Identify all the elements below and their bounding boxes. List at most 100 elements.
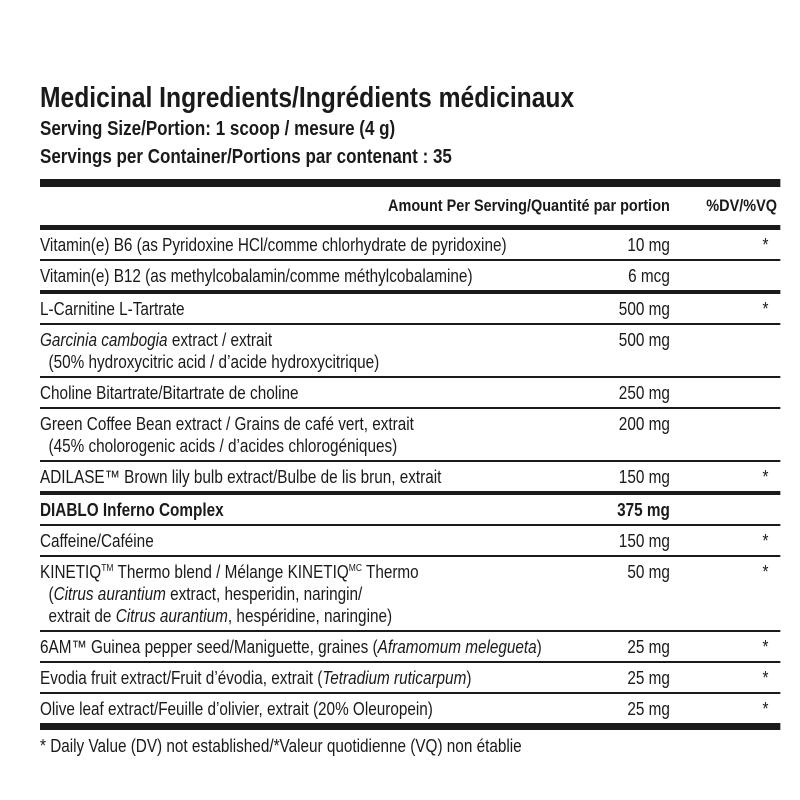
table-row: DIABLO Inferno Complex 375 mg xyxy=(40,495,781,526)
amount-per-serving: 150 mg xyxy=(618,467,670,487)
divider-heavy xyxy=(40,179,781,187)
ingredient-text: Thermo xyxy=(362,562,419,582)
ingredient-list: Vitamin(e) B6 (as Pyridoxine HCl/comme c… xyxy=(40,230,781,730)
amount-per-serving: 250 mg xyxy=(618,383,670,403)
panel-title: Medicinal Ingredients/Ingrédients médici… xyxy=(40,82,575,114)
ingredient-name-line: Garcinia cambogia extract / extrait xyxy=(40,329,584,351)
ingredient-text: L-Carnitine L-Tartrate xyxy=(40,299,185,319)
table-header: Amount Per Serving/Quantité par portion … xyxy=(40,187,780,225)
daily-value: * xyxy=(762,699,769,719)
daily-value: * xyxy=(762,637,769,657)
table-row: Garcinia cambogia extract / extrait (50% … xyxy=(40,325,781,378)
ingredient-text: ( xyxy=(48,584,54,604)
ingredient-text: Thermo blend / Mélange KINETIQ xyxy=(113,562,349,582)
amount-per-serving: 150 mg xyxy=(618,531,670,551)
table-row: Evodia fruit extract/Fruit d’évodia, ext… xyxy=(40,663,781,694)
footnote: * Daily Value (DV) not established/*Vale… xyxy=(40,736,522,756)
ingredient-name: Evodia fruit extract/Fruit d’évodia, ext… xyxy=(40,667,584,689)
trademark-superscript: MC xyxy=(348,563,363,574)
table-row: Vitamin(e) B12 (as methylcobalamin/comme… xyxy=(40,261,781,294)
amount-per-serving: 25 mg xyxy=(627,668,670,688)
daily-value xyxy=(670,329,781,373)
medicinal-ingredients-panel: Medicinal Ingredients/Ingrédients médici… xyxy=(40,82,781,758)
table-row: Caffeine/Caféine 150 mg * xyxy=(40,526,781,557)
table-row: L-Carnitine L-Tartrate 500 mg * xyxy=(40,294,781,325)
table-row: Olive leaf extract/Feuille d’olivier, ex… xyxy=(40,694,781,730)
ingredient-name: Caffeine/Caféine xyxy=(40,530,584,552)
ingredient-text: 6AM™ Guinea pepper seed/Maniguette, grai… xyxy=(40,637,378,657)
ingredient-name: Choline Bitartrate/Bitartrate de choline xyxy=(40,382,584,404)
ingredient-name: Vitamin(e) B12 (as methylcobalamin/comme… xyxy=(40,265,584,287)
ingredient-name: Garcinia cambogia extract / extrait (50% … xyxy=(40,329,584,373)
ingredient-name-line: DIABLO Inferno Complex xyxy=(40,499,584,521)
ingredient-text: , hespéridine, naringine) xyxy=(227,606,393,626)
ingredient-name-line: KINETIQTM Thermo blend / Mélange KINETIQ… xyxy=(40,561,584,583)
ingredient-text: extract, hesperidin, naringin/ xyxy=(165,584,363,604)
servings-per-container: Servings per Container/Portions par cont… xyxy=(40,146,452,168)
ingredient-text: Vitamin(e) B6 (as Pyridoxine HCl/comme c… xyxy=(40,235,507,255)
ingredient-name: DIABLO Inferno Complex xyxy=(40,499,584,521)
serving-size: Serving Size/Portion: 1 scoop / mesure (… xyxy=(40,118,396,140)
ingredient-text: Aframomum melegueta xyxy=(377,637,537,657)
ingredient-text: Vitamin(e) B12 (as methylcobalamin/comme… xyxy=(40,266,473,286)
ingredient-name-line: Caffeine/Caféine xyxy=(40,530,584,552)
ingredient-name: ADILASE™ Brown lily bulb extract/Bulbe d… xyxy=(40,466,584,488)
ingredient-text: Choline Bitartrate/Bitartrate de choline xyxy=(40,383,299,403)
ingredient-name-line: ADILASE™ Brown lily bulb extract/Bulbe d… xyxy=(40,466,584,488)
ingredient-name: 6AM™ Guinea pepper seed/Maniguette, grai… xyxy=(40,636,584,658)
daily-value xyxy=(670,413,781,457)
ingredient-text: Citrus aurantium xyxy=(53,584,166,604)
ingredient-name-line: Vitamin(e) B12 (as methylcobalamin/comme… xyxy=(40,265,584,287)
ingredient-name: Green Coffee Bean extract / Grains de ca… xyxy=(40,413,584,457)
table-row: ADILASE™ Brown lily bulb extract/Bulbe d… xyxy=(40,462,781,495)
table-row: 6AM™ Guinea pepper seed/Maniguette, grai… xyxy=(40,632,781,663)
daily-value: * xyxy=(762,299,769,319)
ingredient-text: Olive leaf extract/Feuille d’olivier, ex… xyxy=(40,699,433,719)
amount-per-serving: 200 mg xyxy=(618,414,670,434)
column-header-amount: Amount Per Serving/Quantité par portion xyxy=(388,196,670,215)
table-row: KINETIQTM Thermo blend / Mélange KINETIQ… xyxy=(40,557,781,632)
ingredient-text: KINETIQ xyxy=(40,562,102,582)
amount-per-serving: 6 mcg xyxy=(628,266,670,286)
ingredient-text: Caffeine/Caféine xyxy=(40,531,154,551)
amount-per-serving: 10 mg xyxy=(627,235,670,255)
ingredient-name-line: L-Carnitine L-Tartrate xyxy=(40,298,584,320)
ingredient-text: DIABLO Inferno Complex xyxy=(40,500,224,520)
ingredient-text: (45% cholorogenic acids / d’acides chlor… xyxy=(48,436,398,456)
ingredient-text: ) xyxy=(536,637,542,657)
ingredient-text: ADILASE™ Brown lily bulb extract/Bulbe d… xyxy=(40,467,442,487)
ingredient-text: Citrus aurantium xyxy=(115,606,228,626)
ingredient-text: Tetradium ruticarpum xyxy=(322,668,467,688)
daily-value: * xyxy=(762,467,769,487)
ingredient-name-line: (Citrus aurantium extract, hesperidin, n… xyxy=(40,583,584,605)
table-row: Choline Bitartrate/Bitartrate de choline… xyxy=(40,378,781,409)
ingredient-name-line: Choline Bitartrate/Bitartrate de choline xyxy=(40,382,584,404)
daily-value xyxy=(670,265,781,287)
ingredient-text: extrait de xyxy=(48,606,116,626)
ingredient-name-line: (45% cholorogenic acids / d’acides chlor… xyxy=(40,435,584,457)
ingredient-name: L-Carnitine L-Tartrate xyxy=(40,298,584,320)
ingredient-text: Evodia fruit extract/Fruit d’évodia, ext… xyxy=(40,668,323,688)
table-row: Vitamin(e) B6 (as Pyridoxine HCl/comme c… xyxy=(40,230,781,261)
ingredient-name-line: Olive leaf extract/Feuille d’olivier, ex… xyxy=(40,698,584,720)
amount-per-serving: 25 mg xyxy=(627,637,670,657)
daily-value: * xyxy=(762,668,769,688)
daily-value xyxy=(670,499,781,521)
ingredient-name: Olive leaf extract/Feuille d’olivier, ex… xyxy=(40,698,584,720)
ingredient-name: KINETIQTM Thermo blend / Mélange KINETIQ… xyxy=(40,561,584,627)
ingredient-text: (50% hydroxycitric acid / d’acide hydrox… xyxy=(48,352,380,372)
ingredient-text: Garcinia cambogia xyxy=(40,330,168,350)
ingredient-name-line: 6AM™ Guinea pepper seed/Maniguette, grai… xyxy=(40,636,584,658)
table-row: Green Coffee Bean extract / Grains de ca… xyxy=(40,409,781,462)
ingredient-text: extract / extrait xyxy=(167,330,273,350)
column-header-dv: %DV/%VQ xyxy=(706,196,777,215)
amount-per-serving: 500 mg xyxy=(618,299,670,319)
ingredient-name-line: Green Coffee Bean extract / Grains de ca… xyxy=(40,413,584,435)
amount-per-serving: 375 mg xyxy=(617,500,670,520)
daily-value: * xyxy=(762,562,769,582)
ingredient-name: Vitamin(e) B6 (as Pyridoxine HCl/comme c… xyxy=(40,234,584,256)
trademark-superscript: TM xyxy=(101,563,114,574)
ingredient-text: Green Coffee Bean extract / Grains de ca… xyxy=(40,414,414,434)
daily-value xyxy=(670,382,781,404)
ingredient-name-line: Vitamin(e) B6 (as Pyridoxine HCl/comme c… xyxy=(40,234,584,256)
